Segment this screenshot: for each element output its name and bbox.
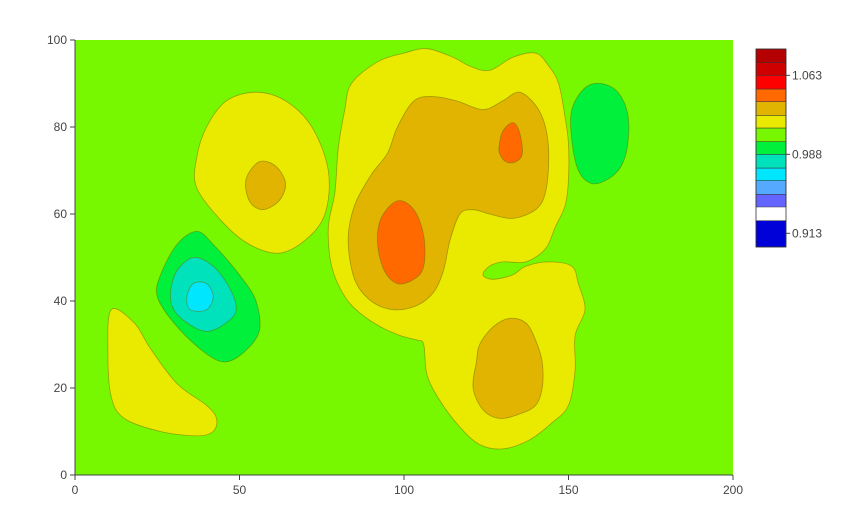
- y-tick-label: 0: [60, 468, 67, 482]
- y-tick-label: 100: [47, 33, 67, 47]
- colorbar-label: 1.063: [792, 68, 822, 82]
- x-tick-label: 0: [72, 483, 79, 497]
- y-tick-label: 20: [54, 381, 68, 395]
- colorbar-swatch: [755, 101, 787, 116]
- colorbar-swatch: [755, 220, 787, 248]
- colorbar-swatch: [755, 180, 787, 195]
- contour-region: [107, 308, 218, 437]
- x-tick-label: 50: [233, 483, 247, 497]
- contour-regions: [107, 48, 630, 450]
- colorbar-swatch: [755, 115, 787, 129]
- colorbar-swatch: [755, 167, 787, 181]
- contour-region: [377, 200, 426, 285]
- y-tick-label: 40: [54, 294, 68, 308]
- colorbar-swatch: [755, 48, 787, 63]
- y-axis: 0 20 40 60 80 100: [47, 33, 76, 482]
- contour-region: [245, 160, 287, 211]
- x-tick-label: 150: [558, 483, 578, 497]
- colorbar-outline: [755, 48, 787, 248]
- colorbar-swatch: [755, 62, 787, 76]
- colorbar-swatch: [755, 141, 787, 155]
- colorbar-label: 0.913: [792, 226, 822, 240]
- y-tick-label: 80: [54, 120, 68, 134]
- contour-region: [472, 317, 544, 419]
- y-tick-label: 60: [54, 207, 68, 221]
- colorbar-swatch: [755, 154, 787, 169]
- colorbar: 1.063 0.988 0.913: [755, 48, 822, 248]
- contour-region: [186, 281, 214, 312]
- colorbar-swatch: [755, 75, 787, 90]
- colorbar-swatch: [755, 127, 787, 142]
- contour-region: [498, 122, 523, 164]
- colorbar-label: 0.988: [792, 147, 822, 161]
- x-tick-label: 100: [394, 483, 414, 497]
- colorbar-swatch: [755, 88, 787, 102]
- x-axis: 0 50 100 150 200: [72, 474, 743, 497]
- contour-region: [570, 82, 630, 185]
- plot-area: [75, 40, 733, 475]
- colorbar-swatch: [755, 194, 787, 208]
- x-tick-label: 200: [723, 483, 743, 497]
